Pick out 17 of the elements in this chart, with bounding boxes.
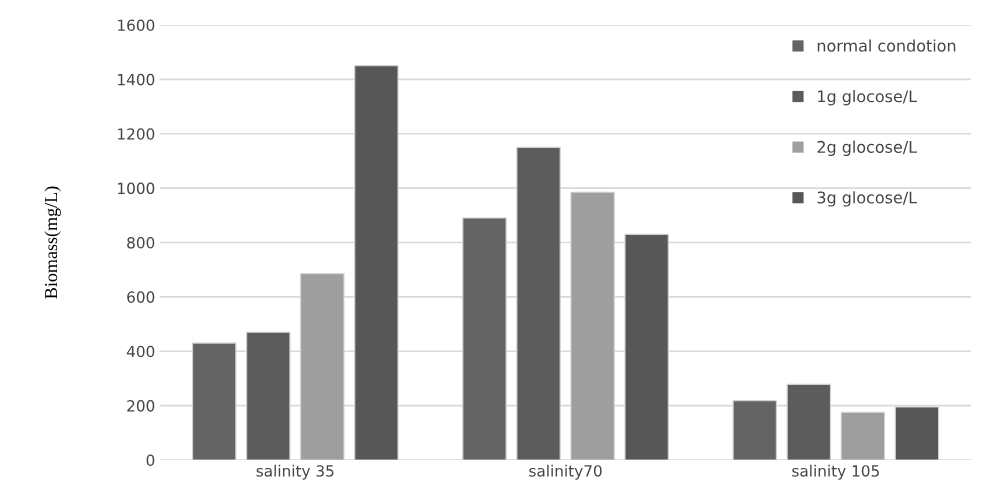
y-tick-label: 800 (127, 236, 155, 249)
legend-label: normal condotion (817, 39, 956, 52)
y-tick-label: 0 (146, 454, 155, 467)
y-tick-label: 1400 (118, 73, 155, 86)
legend-label: 3g glocose/L (817, 191, 917, 207)
x-tick-label: salinity70 (529, 464, 602, 480)
x-tick-label: salinity 105 (792, 464, 879, 480)
legend-label: 1g glocose/L (818, 89, 917, 106)
y-tick-label: 400 (126, 345, 155, 358)
y-tick-label: 1200 (118, 128, 155, 140)
y-tick-label: 1000 (118, 182, 155, 195)
x-tick-label: salinity 35 (256, 464, 334, 480)
y-axis-title: Biomass(mg/L) (44, 186, 61, 299)
legend-label: 2g glocose/L (817, 140, 917, 157)
y-tick-label: 1600 (118, 19, 155, 32)
y-tick-label: 200 (127, 400, 155, 412)
y-tick-label: 600 (127, 291, 155, 303)
